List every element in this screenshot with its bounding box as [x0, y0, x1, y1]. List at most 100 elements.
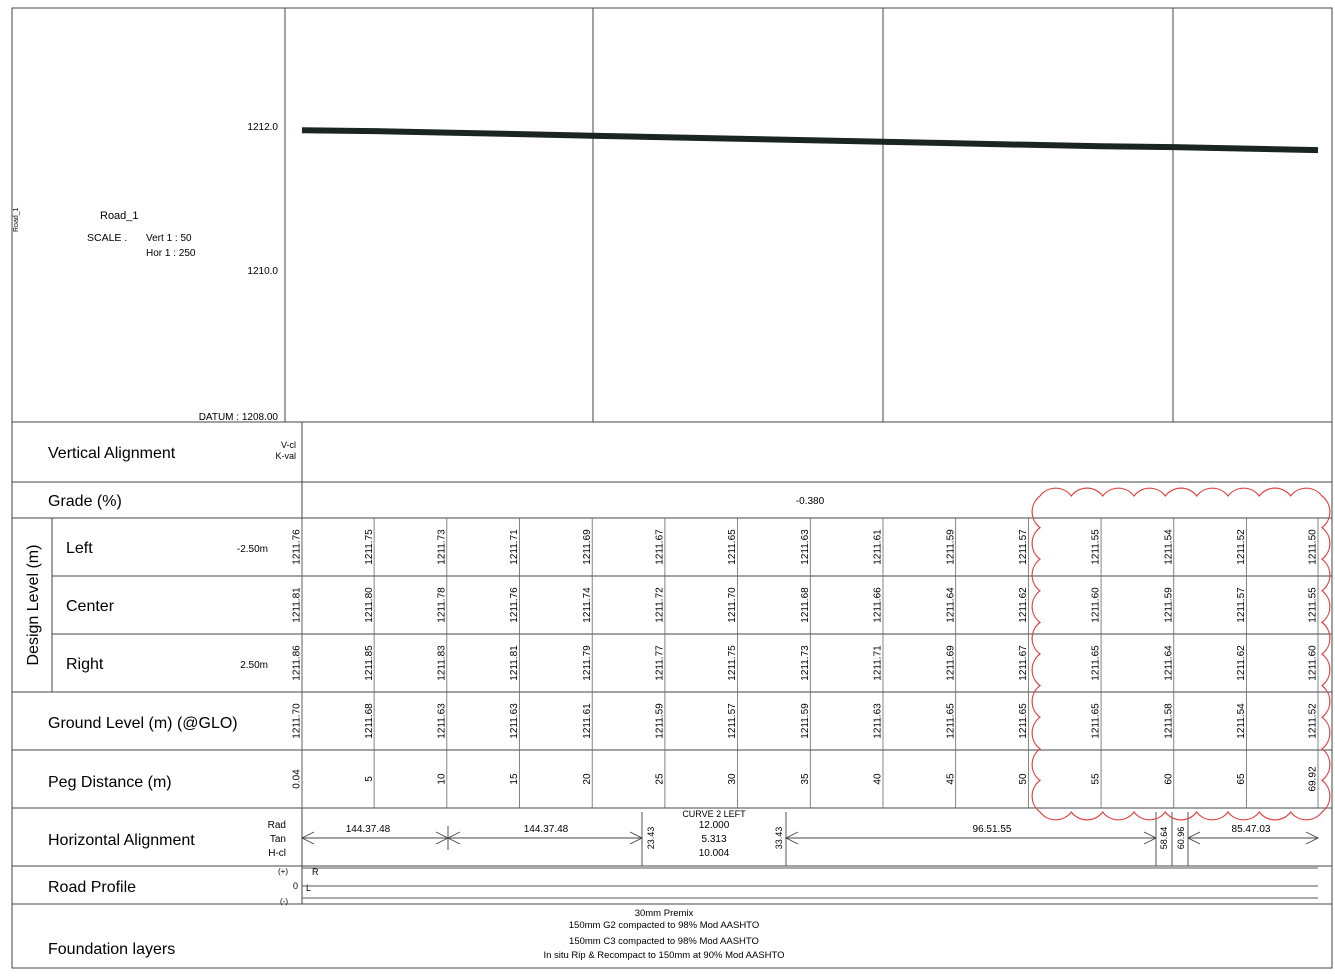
foundation-label: Foundation layers	[48, 941, 175, 958]
rp-zero: 0	[293, 881, 298, 891]
left-offset: -2.50m	[237, 544, 268, 555]
right-level-value: 1211.71	[873, 645, 884, 681]
left-level-value: 1211.76	[292, 529, 303, 565]
ground-level-value: 1211.63	[436, 703, 447, 739]
curve-title: CURVE 2 LEFT	[682, 809, 746, 819]
peg-distance-value: 25	[655, 773, 666, 785]
ha-dimension-lines	[300, 812, 1320, 866]
rp-r: R	[312, 867, 319, 877]
center-level-value: 1211.59	[1163, 587, 1174, 623]
curve-start-chainage: 23.43	[646, 827, 656, 850]
right-level-value: 1211.67	[1018, 645, 1029, 681]
rp-minus: (-)	[280, 897, 288, 906]
center-level-value: 1211.78	[436, 587, 447, 623]
right-level-value: 1211.75	[727, 645, 738, 681]
center-level-value: 1211.64	[945, 587, 956, 623]
peg-distance-value: 45	[945, 773, 956, 785]
ground-level-value: 1211.63	[873, 703, 884, 739]
ground-level-value: 1211.52	[1308, 703, 1319, 739]
left-level-value: 1211.57	[1018, 529, 1029, 565]
right-level-value: 1211.79	[582, 645, 593, 681]
datum-label: DATUM : 1208.00	[199, 412, 279, 423]
left-level-value: 1211.63	[800, 529, 811, 565]
ha-bearing: 96.51.55	[973, 824, 1012, 835]
ground-level-value: 1211.59	[800, 703, 811, 739]
ha-rad-label: Rad	[268, 820, 286, 831]
ground-level-value: 1211.68	[364, 703, 375, 739]
right-level-value: 1211.83	[436, 645, 447, 681]
center-level-value: 1211.68	[800, 587, 811, 623]
left-label: Left	[66, 540, 93, 557]
left-level-value: 1211.55	[1091, 529, 1102, 565]
peg-distance-value: 10	[436, 773, 447, 785]
center-level-value: 1211.81	[292, 587, 303, 623]
foundation-layer: 150mm G2 compacted to 98% Mod AASHTO	[569, 920, 759, 931]
rp-plus: (+)	[278, 867, 288, 876]
ground-level-value: 1211.63	[509, 703, 520, 739]
foundation-layer: In situ Rip & Recompact to 150mm at 90% …	[543, 950, 784, 961]
ground-level-label: Ground Level (m) (@GLO)	[48, 715, 238, 732]
peg-distance-label: Peg Distance (m)	[48, 774, 172, 791]
left-level-value: 1211.73	[436, 529, 447, 565]
center-level-value: 1211.60	[1091, 587, 1102, 623]
right-level-value: 1211.64	[1163, 645, 1174, 681]
peg-grid	[301, 518, 1319, 808]
center-level-value: 1211.57	[1236, 587, 1247, 623]
curve-length: 10.004	[699, 848, 730, 859]
left-level-value: 1211.59	[945, 529, 956, 565]
right-level-value: 1211.65	[1091, 645, 1102, 681]
right-level-value: 1211.73	[800, 645, 811, 681]
peg-distance-value: 40	[873, 773, 884, 785]
horizontal-alignment-label: Horizontal Alignment	[48, 832, 195, 849]
rp-l: L	[306, 883, 311, 893]
scale-hor: Hor 1 : 250	[146, 248, 196, 259]
curve-end-chainage: 33.43	[774, 827, 784, 850]
center-level-value: 1211.72	[655, 587, 666, 623]
design-road-line	[301, 127, 1319, 154]
left-level-value: 1211.65	[727, 529, 738, 565]
grade-value: -0.380	[796, 496, 825, 507]
vcl-label: V-cl	[281, 440, 296, 450]
ha-chainage: 60.96	[1176, 827, 1186, 850]
grade-label: Grade (%)	[48, 493, 122, 510]
ground-level-value: 1211.65	[1018, 703, 1029, 739]
ground-level-value: 1211.58	[1163, 703, 1174, 739]
vertical-alignment-label: Vertical Alignment	[48, 445, 176, 462]
center-level-value: 1211.80	[364, 587, 375, 623]
scale-label: SCALE .	[87, 232, 127, 244]
peg-distance-value: 5	[364, 776, 375, 782]
ground-level-value: 1211.65	[1091, 703, 1102, 739]
peg-distance-value: 30	[727, 773, 738, 785]
right-level-value: 1211.60	[1308, 645, 1319, 681]
curve-radius: 12.000	[699, 820, 730, 831]
center-level-value: 1211.55	[1308, 587, 1319, 623]
ground-level-value: 1211.65	[945, 703, 956, 739]
right-level-value: 1211.85	[364, 645, 375, 681]
center-level-value: 1211.76	[509, 587, 520, 623]
right-level-value: 1211.77	[655, 645, 666, 681]
right-level-value: 1211.69	[945, 645, 956, 681]
ground-level-value: 1211.57	[727, 703, 738, 739]
left-level-value: 1211.69	[582, 529, 593, 565]
left-level-value: 1211.61	[873, 529, 884, 565]
foundation-layer: 150mm C3 compacted to 98% Mod AASHTO	[569, 936, 759, 947]
scale-vert: Vert 1 : 50	[146, 233, 192, 244]
right-label: Right	[66, 656, 104, 673]
left-level-value: 1211.54	[1163, 529, 1174, 565]
ha-bearing: 144.37.48	[524, 824, 569, 835]
revision-cloud	[1031, 487, 1331, 821]
left-level-value: 1211.52	[1236, 529, 1247, 565]
ha-tan-label: Tan	[270, 834, 286, 845]
center-label: Center	[66, 598, 115, 615]
center-level-value: 1211.66	[873, 587, 884, 623]
y-tick-label: 1210.0	[247, 266, 278, 277]
center-level-value: 1211.62	[1018, 587, 1029, 623]
curve-tangent: 5.313	[701, 834, 726, 845]
right-offset: 2.50m	[240, 660, 268, 671]
left-level-value: 1211.50	[1308, 529, 1319, 565]
ground-level-value: 1211.61	[582, 703, 593, 739]
peg-distance-value: 20	[582, 773, 593, 785]
right-level-value: 1211.81	[509, 645, 520, 681]
peg-distance-value: 60	[1163, 773, 1174, 785]
